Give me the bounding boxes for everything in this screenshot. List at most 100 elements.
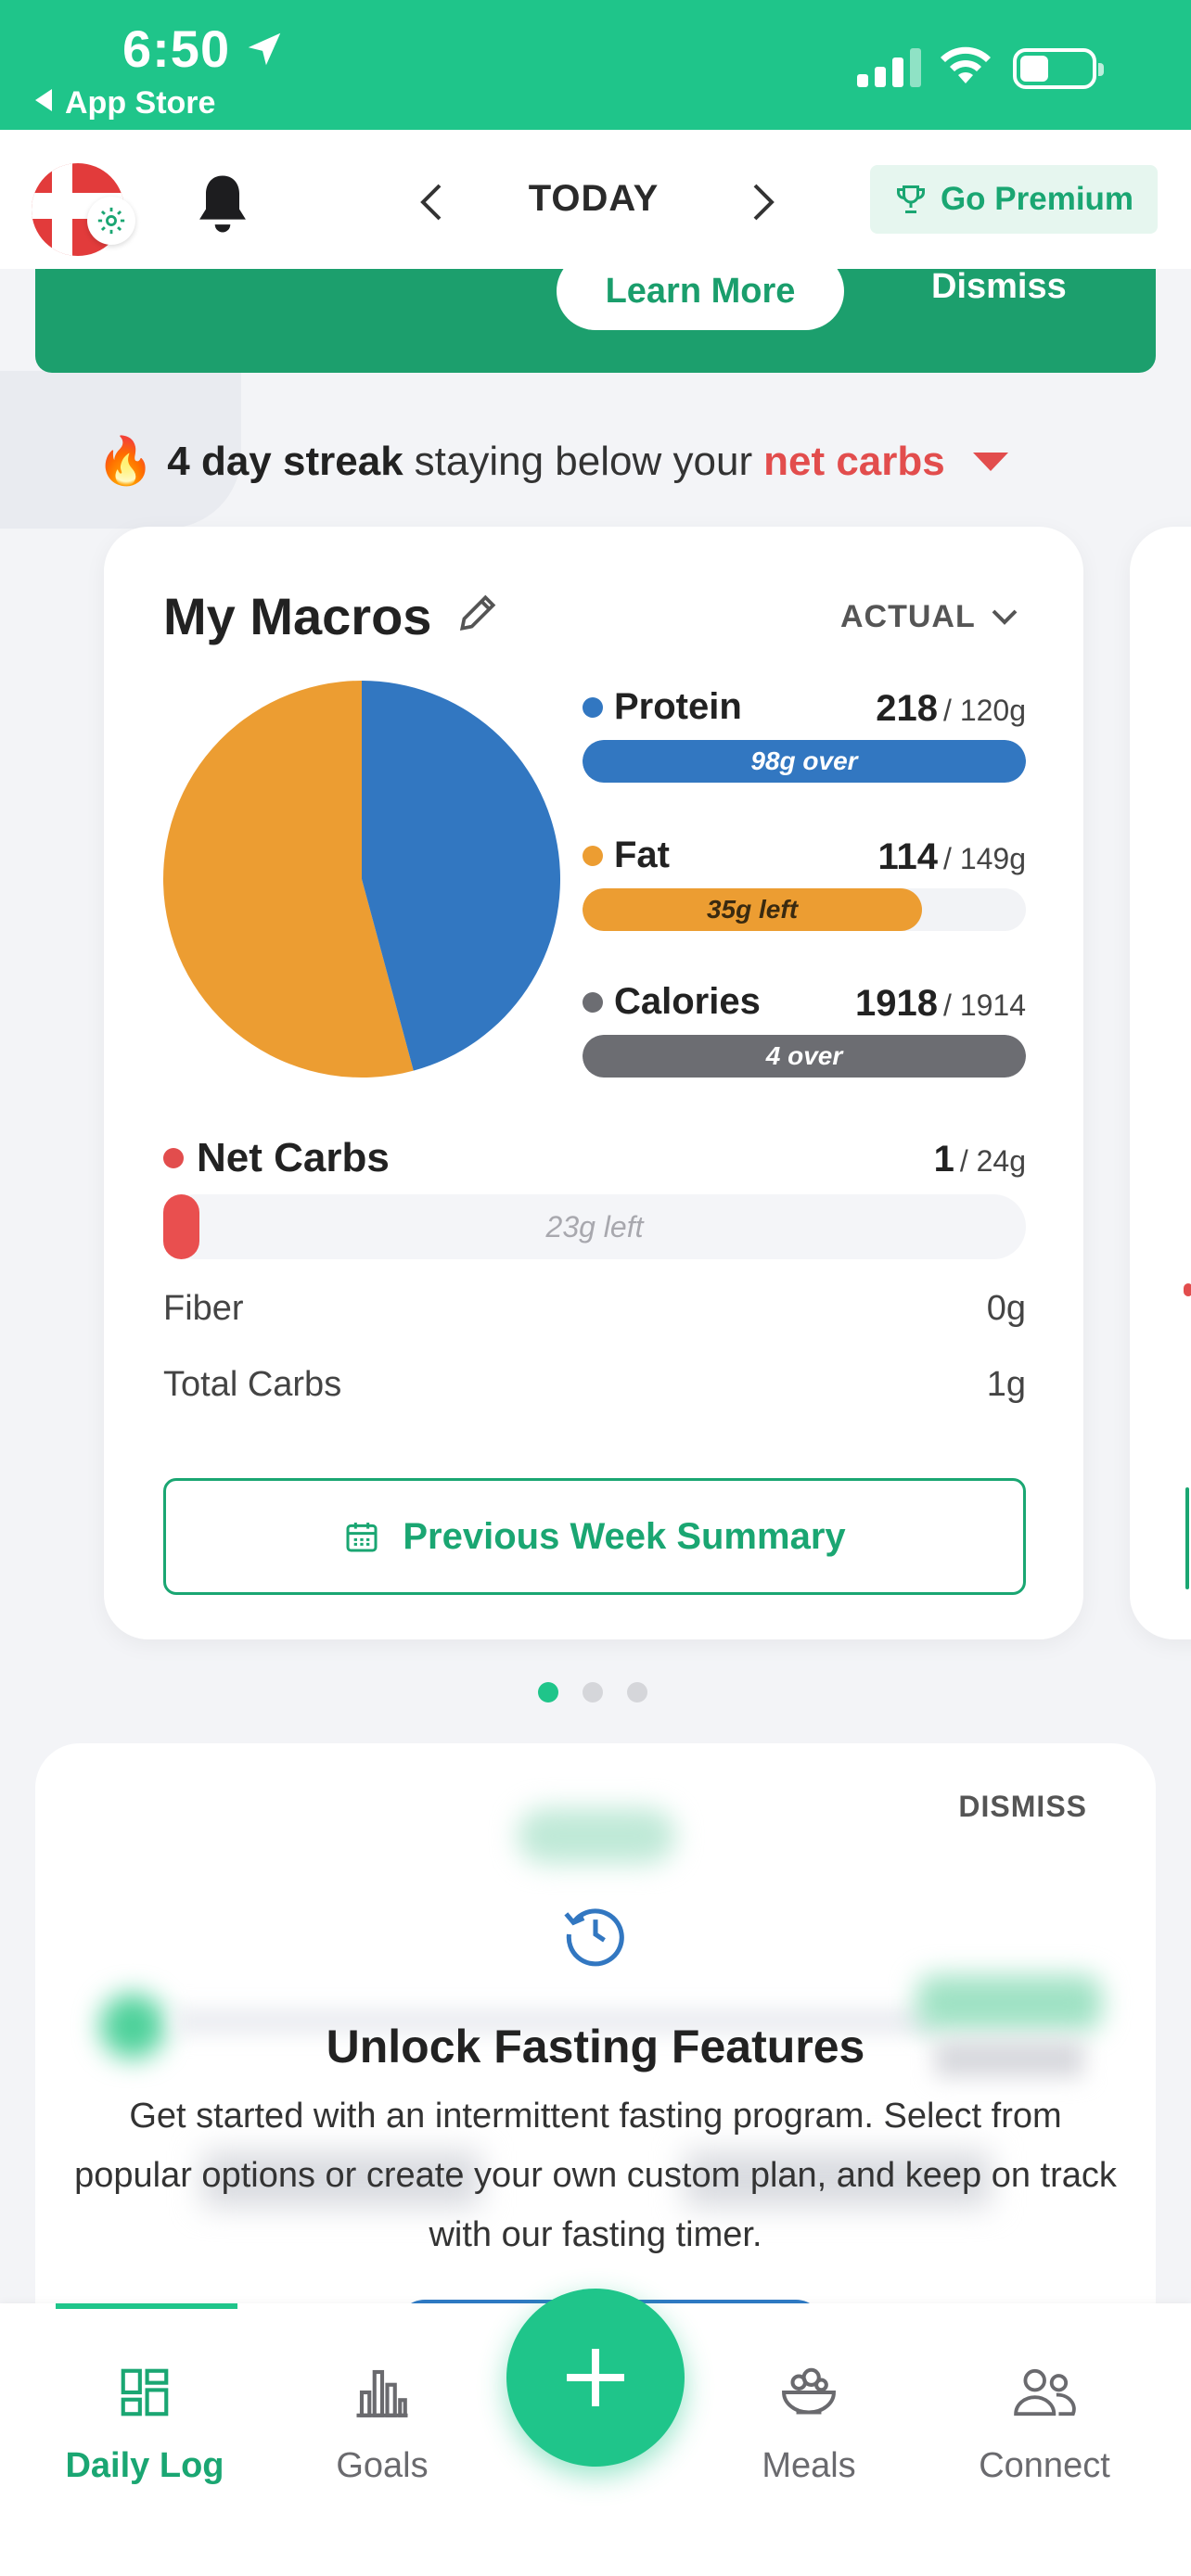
status-time: 6:50 bbox=[122, 19, 231, 78]
protein-target: / 120g bbox=[943, 694, 1026, 727]
calories-bar-text: 4 over bbox=[765, 1041, 843, 1070]
pager-dot-1[interactable] bbox=[538, 1682, 558, 1702]
fat-bar-text: 35g left bbox=[706, 895, 799, 924]
fasting-history-clock-icon bbox=[564, 1908, 624, 1967]
calories-bar: 4 over bbox=[583, 1035, 1026, 1078]
tab-daily-log-label: Daily Log bbox=[65, 2446, 224, 2485]
previous-week-summary-button[interactable]: Previous Week Summary bbox=[163, 1478, 1026, 1595]
protein-bar-fill bbox=[583, 740, 1026, 783]
tab-goals-label: Goals bbox=[336, 2446, 429, 2485]
pie-slice-fat bbox=[163, 681, 414, 1078]
tab-daily-log[interactable]: Daily Log bbox=[43, 2355, 247, 2486]
dismiss-fasting-button[interactable]: DISMISS bbox=[958, 1790, 1087, 1823]
pager-dot-2[interactable] bbox=[583, 1682, 603, 1702]
macros-card[interactable]: My Macros ACTUAL Protein 218/ 120g 98g o… bbox=[104, 527, 1083, 1639]
macros-title: My Macros bbox=[163, 587, 432, 645]
total-carbs-value: 1g bbox=[986, 1365, 1026, 1404]
dismiss-banner-button[interactable]: Dismiss bbox=[931, 267, 1067, 306]
plus-icon bbox=[567, 2349, 624, 2406]
back-label: App Store bbox=[65, 85, 216, 121]
cell-signal-icon bbox=[857, 46, 921, 87]
pie-slice-protein bbox=[362, 681, 560, 1071]
flame-icon: 🔥 bbox=[96, 435, 155, 487]
total-carbs-label: Total Carbs bbox=[163, 1365, 342, 1404]
settings-gear-icon[interactable] bbox=[87, 197, 135, 245]
tab-connect-label: Connect bbox=[979, 2446, 1110, 2485]
macro-calories: Calories 1918/ 1914 4 over bbox=[583, 981, 1026, 1078]
fiber-label: Fiber bbox=[163, 1289, 244, 1328]
tab-meals[interactable]: Meals bbox=[707, 2355, 911, 2486]
net-carbs-bar-fill bbox=[163, 1194, 200, 1259]
card-pager[interactable] bbox=[538, 1682, 647, 1702]
net-carbs-label: Net Carbs bbox=[197, 1135, 390, 1180]
total-carbs-row: Total Carbs 1g bbox=[163, 1365, 1026, 1405]
fiber-row: Fiber 0g bbox=[163, 1289, 1026, 1329]
streak-count: 4 day streak bbox=[167, 438, 403, 484]
fasting-card: DISMISS Unlock Fasting Features Get star… bbox=[35, 1743, 1156, 2337]
wifi-icon bbox=[941, 46, 991, 83]
go-premium-button[interactable]: Go Premium bbox=[870, 165, 1158, 234]
streak-text: staying below your bbox=[414, 438, 753, 484]
fasting-title: Unlock Fasting Features bbox=[326, 2021, 865, 2072]
active-tab-indicator bbox=[56, 2303, 237, 2309]
edit-pencil-icon[interactable] bbox=[455, 590, 501, 636]
net-carbs-bar: 23g left bbox=[163, 1194, 1026, 1259]
status-bar: 6:50 App Store bbox=[0, 0, 1191, 130]
calories-bar-fill bbox=[583, 1035, 1026, 1078]
macro-pie-chart bbox=[163, 681, 560, 1078]
protein-dot bbox=[583, 696, 603, 718]
net-carbs-bar-text: 23g left bbox=[545, 1210, 644, 1243]
bar-chart-icon bbox=[356, 2369, 408, 2417]
tab-connect[interactable]: Connect bbox=[942, 2355, 1146, 2486]
background-shape bbox=[0, 371, 241, 529]
protein-label: Protein bbox=[614, 686, 742, 727]
fat-bar: 35g left bbox=[583, 888, 1026, 931]
calories-label: Calories bbox=[614, 981, 761, 1022]
net-carbs-target: / 24g bbox=[959, 1144, 1026, 1178]
calories-target: / 1914 bbox=[943, 988, 1026, 1022]
macro-protein: Protein 218/ 120g 98g over bbox=[583, 686, 1026, 783]
trophy-icon bbox=[896, 185, 925, 213]
go-premium-label: Go Premium bbox=[940, 181, 1134, 217]
calories-dot bbox=[583, 991, 603, 1013]
streak-banner[interactable]: 🔥 4 day streak staying below your net ca… bbox=[96, 434, 1008, 489]
date-label[interactable]: TODAY bbox=[528, 178, 660, 219]
fat-bar-fill bbox=[583, 888, 922, 931]
streak-metric: net carbs bbox=[763, 438, 945, 484]
net-carbs-dot bbox=[163, 1148, 184, 1168]
calendar-icon bbox=[346, 1523, 378, 1552]
add-entry-button[interactable] bbox=[506, 2289, 685, 2467]
calories-value: 1918 bbox=[855, 983, 939, 1024]
daily-log-icon bbox=[121, 2368, 169, 2417]
location-arrow-icon bbox=[248, 32, 281, 66]
battery-icon bbox=[1013, 48, 1104, 89]
protein-value: 218 bbox=[876, 688, 939, 729]
view-mode-label: ACTUAL bbox=[840, 599, 976, 634]
meal-bowl-icon bbox=[782, 2367, 836, 2415]
tab-meals-label: Meals bbox=[762, 2446, 856, 2485]
tab-goals[interactable]: Goals bbox=[280, 2355, 484, 2486]
next-card-peek[interactable] bbox=[1130, 527, 1191, 1639]
people-icon bbox=[1014, 2368, 1076, 2417]
view-mode-dropdown[interactable]: ACTUAL bbox=[840, 599, 1018, 635]
back-to-app-store[interactable]: App Store bbox=[35, 85, 215, 121]
net-carbs-value: 1 bbox=[933, 1139, 954, 1180]
net-carbs-section: Net Carbs 1/ 24g 23g left bbox=[163, 1135, 1026, 1259]
protein-bar: 98g over bbox=[583, 740, 1026, 783]
fiber-value: 0g bbox=[986, 1289, 1026, 1328]
fat-label: Fat bbox=[614, 835, 670, 875]
top-nav: TODAY Go Premium bbox=[0, 130, 1191, 269]
chevron-down-icon bbox=[992, 609, 1018, 625]
fat-value: 114 bbox=[877, 836, 939, 877]
fat-dot bbox=[583, 845, 603, 866]
fasting-description: Get started with an intermittent fasting… bbox=[74, 2097, 1117, 2254]
previous-day-chevron-icon[interactable] bbox=[417, 182, 445, 223]
macro-fat: Fat 114/ 149g 35g left bbox=[583, 835, 1026, 931]
pager-dot-3[interactable] bbox=[627, 1682, 647, 1702]
caret-down-icon[interactable] bbox=[972, 452, 1008, 471]
bell-icon[interactable] bbox=[191, 171, 254, 237]
next-day-chevron-icon[interactable] bbox=[749, 182, 777, 223]
protein-bar-text: 98g over bbox=[750, 746, 858, 775]
fat-target: / 149g bbox=[943, 842, 1026, 875]
previous-week-summary-label: Previous Week Summary bbox=[403, 1515, 846, 1557]
